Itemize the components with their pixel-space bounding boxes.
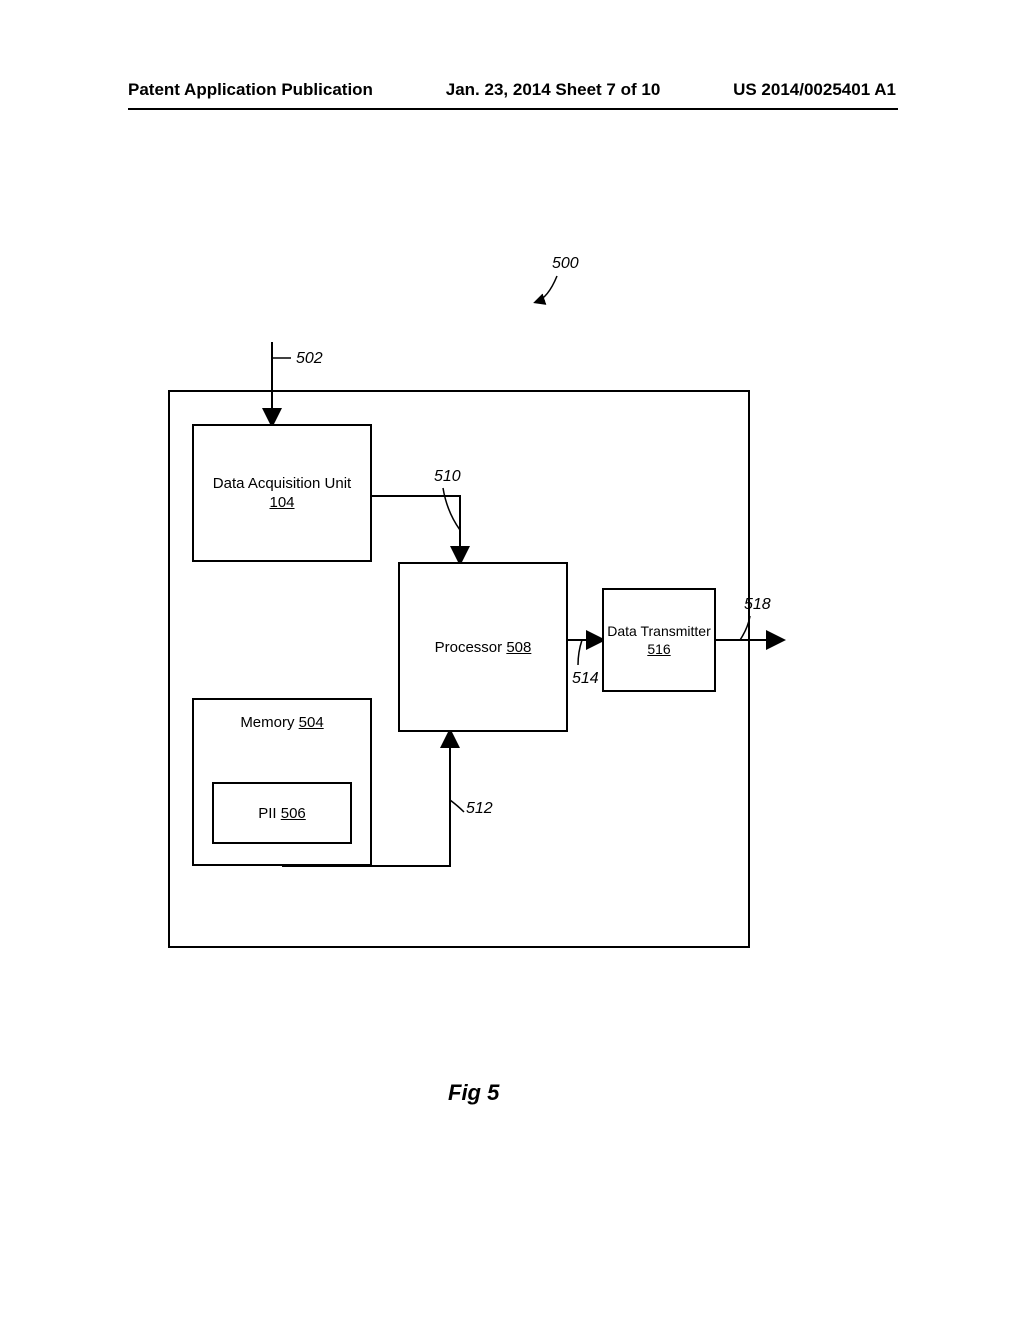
ref-502: 502 <box>296 350 323 368</box>
node-dt: Data Transmitter516 <box>602 588 716 692</box>
ref-500: 500 <box>552 255 579 273</box>
node-pii: PII 506 <box>212 782 352 844</box>
header-right: US 2014/0025401 A1 <box>733 80 896 100</box>
ref-514: 514 <box>572 670 599 688</box>
header-center: Jan. 23, 2014 Sheet 7 of 10 <box>446 80 661 100</box>
ref-518: 518 <box>744 596 771 614</box>
page-header: Patent Application Publication Jan. 23, … <box>0 80 1024 100</box>
header-rule <box>128 108 898 110</box>
header-left: Patent Application Publication <box>128 80 373 100</box>
figure-label: Fig 5 <box>448 1080 499 1106</box>
ref-512: 512 <box>466 800 493 818</box>
leader-500 <box>536 276 557 302</box>
node-proc: Processor 508 <box>398 562 568 732</box>
node-dau: Data Acquisition Unit104 <box>192 424 372 562</box>
ref-510: 510 <box>434 468 461 486</box>
page: Patent Application Publication Jan. 23, … <box>0 0 1024 1320</box>
